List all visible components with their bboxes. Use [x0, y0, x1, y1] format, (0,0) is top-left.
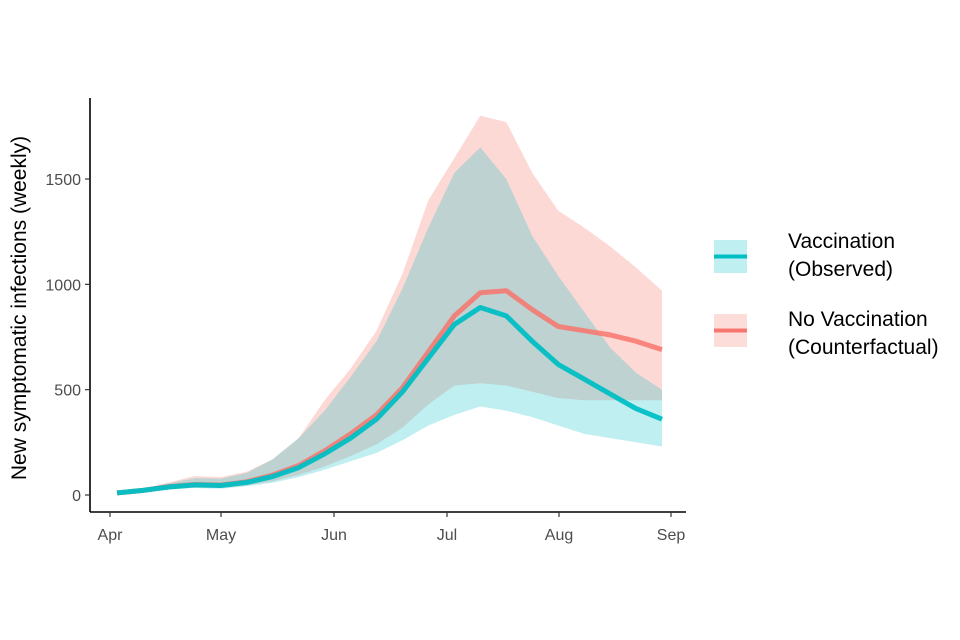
- x-tick-label-aug: Aug: [545, 527, 573, 544]
- x-tick-label-jun: Jun: [321, 527, 347, 544]
- legend-label-no-vaccination-line1: No Vaccination: [788, 308, 928, 331]
- x-tick-label-sep: Sep: [657, 527, 686, 544]
- legend-label-vaccination-line1: Vaccination: [788, 230, 895, 253]
- x-tick-label-jul: Jul: [437, 527, 457, 544]
- legend: Vaccination (Observed) No Vaccination (C…: [714, 230, 939, 359]
- legend-item-no-vaccination: No Vaccination (Counterfactual): [714, 308, 939, 359]
- y-tick-label: 1500: [45, 172, 81, 189]
- y-ticks: 0 500 1000 1500: [45, 172, 90, 505]
- x-tick-label-apr: Apr: [98, 527, 124, 544]
- y-tick-label: 500: [54, 383, 81, 400]
- ribbons-layer: [117, 115, 662, 494]
- y-tick-label: 0: [72, 488, 81, 505]
- lines-layer: [116, 288, 663, 496]
- ribbon-vaccination: [117, 147, 662, 494]
- line-vaccination: [116, 305, 663, 496]
- y-axis-title: New symptomatic infections (weekly): [8, 136, 31, 480]
- y-tick-label: 1000: [45, 277, 81, 294]
- x-ticks: Apr May Jun Jul Aug Sep: [98, 512, 686, 544]
- legend-item-vaccination: Vaccination (Observed): [714, 230, 895, 281]
- legend-label-no-vaccination-line2: (Counterfactual): [788, 336, 939, 359]
- legend-label-vaccination-line2: (Observed): [788, 258, 893, 281]
- x-tick-label-may: May: [206, 527, 236, 544]
- ribbon-no-vaccination: [117, 115, 662, 494]
